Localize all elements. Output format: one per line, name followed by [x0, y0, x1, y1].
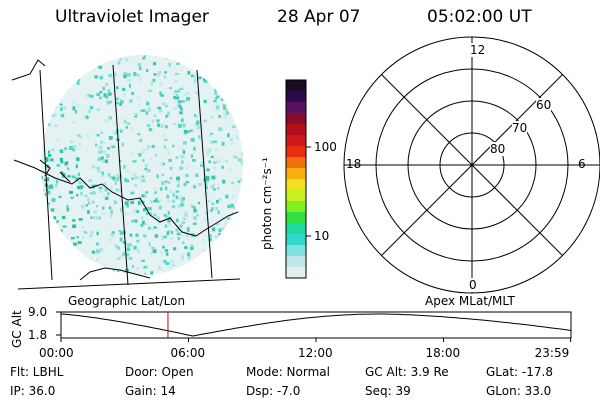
mlt-label-0: 0 [467, 278, 479, 292]
gc-alt-info: GC Alt: 3.9 Re [365, 365, 449, 379]
colorbar-segment [286, 256, 306, 268]
gain-info: Gain: 14 [125, 384, 176, 398]
colorbar-segment [286, 168, 306, 180]
colorbar-tick-label: 100 [314, 140, 337, 154]
timeline-xtick-label: 06:00 [170, 346, 206, 360]
colorbar-segment [286, 80, 306, 92]
glat-info: GLat: -17.8 [486, 365, 553, 379]
meridian-line [196, 69, 213, 279]
coastline [39, 159, 51, 177]
seq-info: Seq: 39 [365, 384, 411, 398]
glon-info: GLon: 33.0 [486, 384, 552, 398]
colorbar-segment [286, 124, 306, 136]
colorbar-segment [286, 102, 306, 114]
coastline [13, 159, 239, 237]
colorbar-segment [286, 135, 306, 147]
colorbar-tick-label: 10 [314, 229, 330, 243]
timeline-ylabel: GC Alt [10, 310, 24, 348]
meridian-line [112, 64, 129, 286]
colorbar-segment [286, 223, 306, 235]
mode-info: Mode: Normal [246, 365, 330, 379]
orbit-altitude-curve [60, 313, 572, 337]
timeline-left-label: Geographic Lat/Lon [68, 294, 186, 308]
colorbar-unit-label: photon cm⁻²s⁻¹ [260, 157, 274, 250]
timeline-ytick-label: 9.0 [28, 305, 48, 319]
colorbar-segment [286, 190, 306, 202]
colorbar-segment [286, 179, 306, 191]
parallel-line [17, 278, 241, 290]
timeline-ytick-label: 1.8 [28, 328, 48, 342]
polar-diagonal [381, 74, 563, 256]
uv-image-disk [41, 55, 243, 275]
colorbar-segment [286, 201, 306, 213]
coastline [79, 267, 151, 281]
colorbar-segment [286, 146, 306, 158]
mlat-label-80: 80 [490, 142, 506, 156]
timeline-xtick-label: 18:00 [425, 346, 461, 360]
colorbar-segment [286, 267, 306, 279]
mlt-label-6: 6 [578, 157, 586, 171]
mlat-label-60: 60 [536, 98, 552, 112]
colorbar-segment [286, 113, 306, 125]
ip-info: IP: 36.0 [10, 384, 56, 398]
colorbar-segment [286, 212, 306, 224]
dsp-info: Dsp: -7.0 [246, 384, 301, 398]
geographic-overlay [11, 59, 241, 290]
colorbar [286, 80, 306, 279]
instrument-title: Ultraviolet Imager [55, 7, 209, 27]
filter-info: Flt: LBHL [10, 365, 64, 379]
mlat-label-70: 70 [512, 121, 528, 135]
mlt-label-12: 12 [468, 43, 488, 57]
polar-plot [343, 36, 600, 294]
colorbar-segment [286, 157, 306, 169]
timeline-right-label: Apex MLat/MLT [425, 294, 515, 308]
door-info: Door: Open [125, 365, 194, 379]
coastline [11, 59, 46, 81]
observation-time: 05:02:00 UT [427, 7, 532, 27]
colorbar-segment [286, 91, 306, 103]
timeline-xtick-label: 12:00 [298, 346, 333, 360]
colorbar-frame [285, 79, 307, 279]
colorbar-segment [286, 245, 306, 257]
coastline [59, 171, 71, 183]
colorbar-segment [286, 234, 306, 246]
timeline-xtick-label: 23:59 [534, 346, 570, 360]
observation-date: 28 Apr 07 [277, 7, 361, 27]
timeline-xtick-label: 00:00 [39, 346, 74, 360]
mlt-label-18: 18 [346, 157, 362, 171]
